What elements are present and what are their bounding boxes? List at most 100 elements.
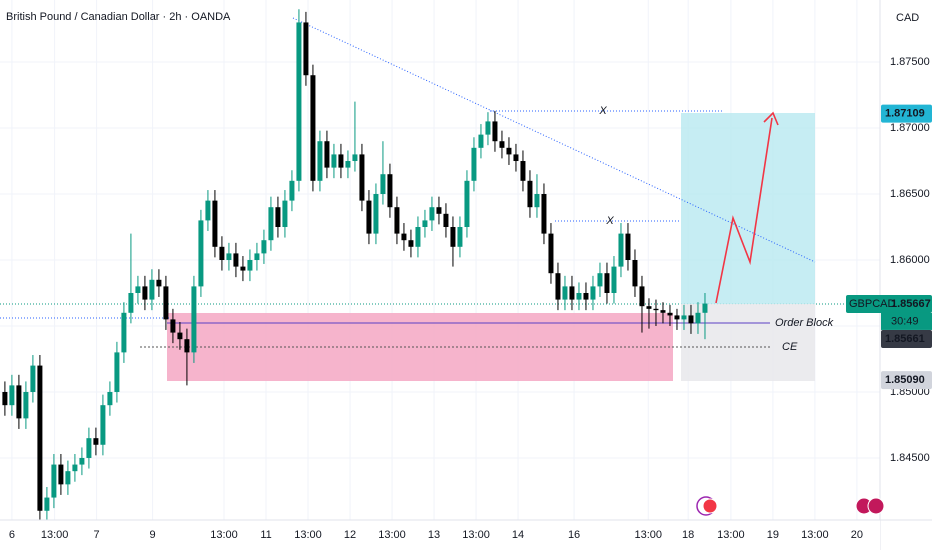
- y-tick-label: 1.86000: [890, 254, 930, 266]
- candle-body: [72, 464, 78, 472]
- x-tick-label: 13:00: [41, 529, 69, 541]
- candle-body: [121, 312, 127, 353]
- candle-body: [128, 292, 134, 313]
- y-tick-label: 1.87000: [890, 122, 930, 134]
- candle-body: [499, 141, 505, 148]
- y-tick-label: 1.86500: [890, 188, 930, 200]
- candle-body: [471, 147, 477, 181]
- price-badge: [881, 329, 932, 348]
- candle-body: [401, 233, 407, 241]
- price-axis: [880, 0, 932, 550]
- time-axis: [0, 520, 880, 550]
- candle-body: [37, 365, 43, 511]
- candle-body: [590, 286, 596, 300]
- candle-body: [597, 273, 603, 287]
- event-icons: [696, 496, 885, 516]
- candle-body: [555, 273, 561, 300]
- candle-body: [212, 200, 218, 247]
- x-tick-label: 7: [94, 529, 100, 541]
- chart-title: British Pound / Canadian Dollar · 2h · O…: [6, 11, 231, 23]
- x-tick-label: 18: [682, 529, 694, 541]
- candle-body: [261, 240, 267, 254]
- candle-body: [296, 22, 302, 181]
- candle-body: [562, 286, 568, 300]
- price-badge-label: 1.85661: [885, 333, 925, 345]
- candle-body: [359, 154, 365, 201]
- candle-body: [149, 279, 155, 300]
- x-tick-label: 19: [767, 529, 779, 541]
- x-tick-label: 20: [851, 529, 863, 541]
- candle-body: [702, 303, 708, 313]
- candle-body: [184, 339, 190, 353]
- candle-body: [268, 207, 274, 241]
- x-label: X: [598, 105, 607, 117]
- candle-body: [653, 308, 659, 311]
- candle-body: [450, 227, 456, 247]
- candle-body: [394, 207, 400, 234]
- candle-body: [639, 286, 645, 307]
- y-tick-label: 1.84500: [890, 452, 930, 464]
- x-tick-label: 13:00: [462, 529, 490, 541]
- candle-body: [352, 154, 358, 162]
- candle-body: [65, 471, 71, 485]
- x-tick-label: 13:00: [378, 529, 406, 541]
- x-label: X: [605, 215, 614, 227]
- candle-body: [338, 154, 344, 168]
- candle-body: [373, 194, 379, 234]
- countdown-badge: [881, 312, 932, 330]
- candle-body: [604, 273, 610, 293]
- candle-body: [380, 174, 386, 195]
- candle-body: [114, 352, 120, 392]
- last-price-badge: [846, 294, 932, 313]
- x-tick-label: 13:00: [717, 529, 745, 541]
- price-badge: [881, 371, 932, 390]
- candle-body: [485, 121, 491, 135]
- candle-body: [520, 161, 526, 181]
- candle-body: [492, 121, 498, 142]
- candle-body: [667, 312, 673, 316]
- candle-body: [513, 154, 519, 162]
- candle-body: [191, 286, 197, 353]
- candle-body: [366, 200, 372, 234]
- x-tick-label: 6: [9, 529, 15, 541]
- candle-body: [310, 75, 316, 181]
- stop-zone: [681, 304, 815, 381]
- candle-body: [457, 227, 463, 247]
- x-tick-label: 13:00: [801, 529, 829, 541]
- candle-body: [331, 154, 337, 168]
- arrow-head: [763, 111, 779, 126]
- candle-body: [198, 220, 204, 287]
- candle-body: [464, 180, 470, 228]
- candles: [2, 9, 708, 522]
- trend-line: [292, 17, 816, 263]
- candle-body: [219, 246, 225, 260]
- candle-body: [506, 147, 512, 155]
- candle-body: [23, 391, 29, 419]
- event-icon: [702, 498, 718, 514]
- candle-body: [289, 180, 295, 201]
- candle-body: [100, 405, 106, 445]
- candle-body: [30, 365, 36, 392]
- candle-body: [205, 200, 211, 221]
- x-tick-label: 13:00: [210, 529, 238, 541]
- ce-label: CE: [782, 341, 798, 353]
- candle-body: [569, 286, 575, 300]
- price-badge-label: 1.85090: [885, 374, 925, 386]
- candle-body: [247, 260, 253, 271]
- candle-body: [660, 310, 666, 313]
- candle-body: [415, 227, 421, 247]
- y-tick-label: 1.87500: [890, 56, 930, 68]
- candle-body: [44, 497, 50, 511]
- candle-body: [177, 332, 183, 340]
- candle-body: [611, 266, 617, 293]
- candle-body: [86, 438, 92, 458]
- candle-body: [275, 207, 281, 228]
- candle-body: [646, 306, 652, 309]
- candle-body: [422, 220, 428, 228]
- candle-body: [254, 253, 260, 260]
- x-tick-label: 11: [260, 529, 271, 541]
- candle-body: [156, 279, 162, 287]
- candle-body: [16, 385, 22, 419]
